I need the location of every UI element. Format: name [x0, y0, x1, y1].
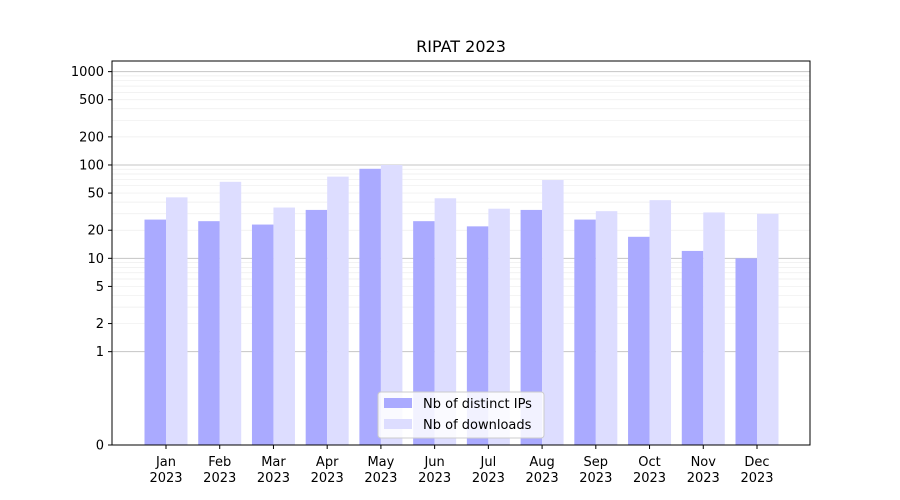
x-tick-label-year: 2023	[579, 471, 612, 486]
x-tick-label-month: Dec	[744, 455, 769, 470]
x-tick-label-year: 2023	[311, 471, 344, 486]
y-axis: 0 1 2 5 10 20 50 100 200 500 1000	[71, 65, 112, 454]
bar-downloads	[327, 176, 349, 445]
bar-downloads	[595, 211, 618, 445]
y-tick-label: 5	[96, 280, 104, 295]
legend-swatch-downloads	[384, 419, 412, 429]
bar-downloads	[703, 212, 725, 445]
bar-distinct-ips	[628, 236, 650, 445]
bar-downloads	[166, 197, 188, 445]
bar-downloads	[649, 200, 672, 445]
plot-area-frame	[111, 60, 811, 446]
x-tick-label-year: 2023	[526, 471, 559, 486]
y-tick-label: 2	[96, 317, 104, 332]
bar-distinct-ips	[359, 168, 381, 446]
y-tick-label: 20	[87, 224, 104, 239]
x-tick-label-year: 2023	[633, 471, 666, 486]
x-tick-label-year: 2023	[740, 471, 773, 486]
y-tick-label: 1000	[71, 65, 104, 80]
x-tick-label-year: 2023	[472, 471, 505, 486]
x-tick-label-month: Aug	[529, 455, 554, 470]
bar-distinct-ips	[681, 250, 704, 445]
bar-downloads	[273, 207, 295, 445]
legend-box	[377, 391, 545, 439]
bar-downloads	[542, 180, 564, 445]
bar-distinct-ips	[574, 219, 596, 445]
x-tick-label-year: 2023	[203, 471, 236, 486]
y-tick-label: 200	[79, 130, 104, 145]
x-tick-label-year: 2023	[149, 471, 182, 486]
bar-downloads	[488, 208, 510, 445]
x-tick-label-month: Feb	[208, 455, 231, 470]
x-tick-label-month: Nov	[691, 455, 717, 470]
x-tick-label-month: Jul	[480, 455, 497, 470]
bar-distinct-ips	[144, 219, 166, 445]
x-tick-label-year: 2023	[257, 471, 290, 486]
bar-distinct-ips	[251, 224, 274, 445]
y-tick-label: 10	[87, 252, 104, 267]
bar-downloads	[380, 164, 403, 446]
x-tick-label-month: Mar	[261, 455, 286, 470]
legend-swatch-ips	[384, 398, 412, 408]
bars	[144, 164, 779, 446]
y-tick-label: 1	[96, 345, 104, 360]
y-tick-label: 50	[87, 187, 104, 202]
legend-label-downloads: Nb of downloads	[423, 418, 532, 433]
x-tick-label-month: Oct	[638, 455, 660, 470]
x-axis: Jan2023Feb2023Mar2023Apr2023May2023Jun20…	[149, 445, 774, 486]
legend: Nb of distinct IPs Nb of downloads	[377, 391, 545, 439]
bar-distinct-ips	[520, 209, 543, 445]
bar-distinct-ips	[466, 226, 489, 445]
bar-downloads	[757, 213, 779, 445]
x-tick-label-year: 2023	[687, 471, 720, 486]
x-tick-label-month: Jun	[423, 455, 444, 470]
legend-label-ips: Nb of distinct IPs	[423, 397, 532, 412]
bar-distinct-ips	[413, 221, 435, 445]
y-tick-label: 500	[79, 93, 104, 108]
x-tick-label-year: 2023	[418, 471, 451, 486]
x-tick-label-month: May	[367, 455, 394, 470]
bar-distinct-ips	[198, 221, 220, 445]
bar-downloads	[434, 198, 457, 445]
bar-distinct-ips	[305, 209, 328, 445]
y-tick-label: 100	[79, 158, 104, 173]
x-tick-label-month: Jan	[155, 455, 176, 470]
x-tick-label-year: 2023	[364, 471, 397, 486]
y-tick-label: 0	[96, 439, 104, 454]
bar-distinct-ips	[735, 258, 757, 445]
chart-title: RIPAT 2023	[416, 37, 506, 56]
x-tick-label-month: Sep	[584, 455, 609, 470]
bar-downloads	[219, 181, 242, 445]
x-tick-label-month: Apr	[316, 455, 339, 470]
